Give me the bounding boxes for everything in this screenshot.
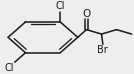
Text: Cl: Cl bbox=[5, 63, 14, 73]
Text: O: O bbox=[82, 9, 91, 19]
Text: Br: Br bbox=[97, 45, 108, 55]
Text: Cl: Cl bbox=[56, 1, 65, 11]
